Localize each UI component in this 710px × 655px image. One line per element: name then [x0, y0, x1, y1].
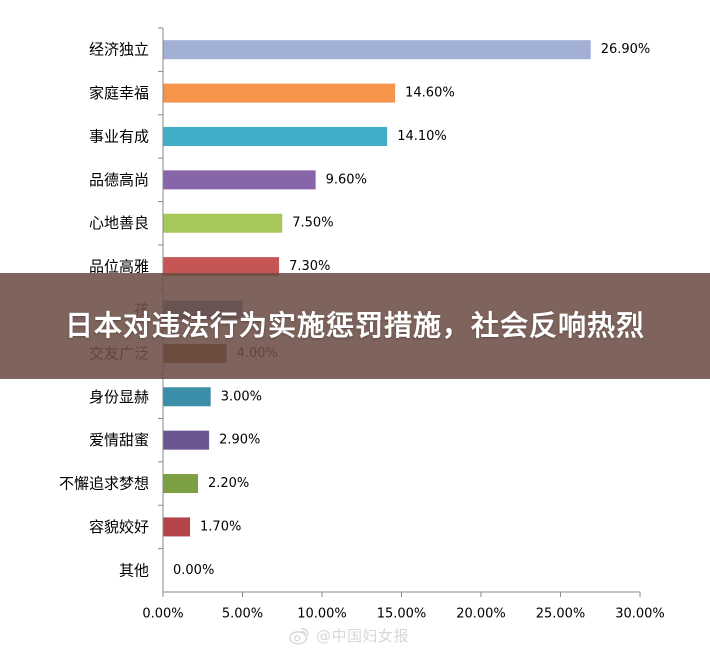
x-tick-label-4: 20.00%	[456, 607, 506, 622]
bar-8	[163, 387, 211, 407]
x-tick-label-2: 10.00%	[297, 607, 347, 622]
bar-1	[163, 83, 396, 103]
watermark-text: @中国妇女报	[316, 627, 410, 645]
bar-3	[163, 170, 316, 190]
category-label-8: 身份显赫	[89, 388, 149, 406]
category-label-0: 经济独立	[89, 41, 149, 59]
bar-0	[163, 40, 591, 60]
bar-5	[163, 257, 280, 277]
category-label-1: 家庭幸福	[89, 84, 149, 102]
headline-banner: 日本对违法行为实施惩罚措施，社会反响热烈	[0, 273, 710, 379]
data-labels-group: 26.90%14.60%14.10%9.60%7.50%7.30%4.00%3.…	[173, 42, 650, 578]
x-tick-label-0: 0.00%	[142, 607, 183, 622]
data-label-2: 14.10%	[397, 129, 447, 144]
watermark: @中国妇女报	[288, 624, 409, 648]
data-label-11: 1.70%	[200, 519, 241, 534]
category-label-11: 容貌姣好	[89, 518, 149, 536]
data-label-3: 9.60%	[326, 172, 367, 187]
data-label-1: 14.60%	[405, 86, 455, 101]
x-tick-label-5: 25.00%	[536, 607, 586, 622]
headline-title: 日本对违法行为实施惩罚措施，社会反响热烈	[64, 309, 645, 342]
bar-9	[163, 430, 210, 450]
data-label-10: 2.20%	[208, 476, 249, 491]
x-tick-label-3: 15.00%	[377, 607, 427, 622]
category-label-4: 心地善良	[89, 214, 149, 232]
data-label-4: 7.50%	[292, 216, 333, 231]
bar-4	[163, 213, 283, 233]
data-label-5: 7.30%	[289, 259, 330, 274]
category-label-10: 不懈追求梦想	[59, 475, 149, 493]
bar-10	[163, 474, 198, 494]
category-label-9: 爱情甜蜜	[89, 431, 149, 449]
category-labels-group: 经济独立家庭幸福事业有成品德高尚心地善良品位高雅孩交友广泛身份显赫爱情甜蜜不懈追…	[59, 41, 149, 580]
bar-2	[163, 126, 388, 146]
category-label-12: 其他	[119, 561, 149, 579]
data-label-12: 0.00%	[173, 563, 214, 578]
x-tick-label-6: 30.00%	[615, 607, 665, 622]
category-label-3: 品德高尚	[89, 171, 149, 189]
data-label-8: 3.00%	[221, 389, 262, 404]
data-label-0: 26.90%	[601, 42, 651, 57]
category-label-5: 品位高雅	[89, 258, 149, 276]
category-label-2: 事业有成	[89, 127, 149, 145]
weibo-logo-icon	[289, 627, 309, 645]
x-tick-label-1: 5.00%	[222, 607, 263, 622]
data-label-9: 2.90%	[219, 433, 260, 448]
x-axis: 0.00% 5.00% 10.00% 15.00% 20.00% 25.00% 30.00%	[142, 591, 665, 622]
bar-11	[163, 517, 191, 537]
